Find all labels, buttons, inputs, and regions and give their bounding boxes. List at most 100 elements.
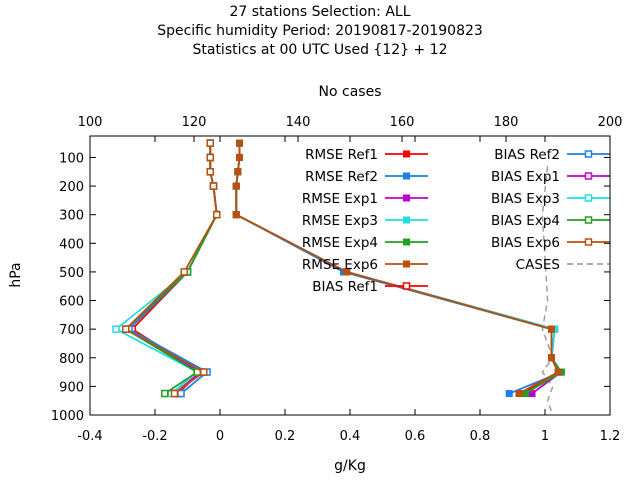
- x-tick-label: 0: [216, 429, 224, 444]
- data-point-bias-exp6: [200, 368, 208, 376]
- legend-item-rmse-exp4: RMSE Exp4: [302, 235, 428, 251]
- series-bias-exp3: [112, 139, 221, 398]
- legend-item-bias-exp6: BIAS Exp6: [491, 235, 610, 251]
- x2-tick-label: 100: [78, 115, 103, 130]
- series-bias-exp6: [122, 139, 221, 398]
- data-point-rmse-exp6: [548, 325, 555, 333]
- y-tick-label: 200: [59, 180, 84, 195]
- legend-label: RMSE Exp6: [302, 257, 378, 273]
- chart-title-line-1: 27 stations Selection: ALL: [229, 4, 410, 20]
- data-point-bias-ref2: [177, 389, 185, 398]
- x2-tick-label: 140: [286, 115, 311, 130]
- series-line-bias-exp4: [124, 143, 218, 395]
- legend-swatch-marker: [584, 216, 593, 224]
- data-point-rmse-exp6: [236, 139, 243, 147]
- data-point-bias-exp6: [213, 210, 221, 219]
- data-point-bias-exp6: [206, 168, 214, 176]
- series-layer: [112, 139, 565, 416]
- data-point-rmse-exp6: [343, 268, 351, 276]
- y-tick-label: 1000: [51, 409, 84, 424]
- legend-label: RMSE Exp4: [302, 235, 378, 251]
- data-point-rmse-exp6: [554, 368, 562, 376]
- legend-label: BIAS Ref1: [312, 279, 378, 295]
- y-tick-label: 500: [59, 266, 84, 281]
- y-tick-label: 900: [59, 380, 84, 395]
- legend-swatch-marker: [403, 238, 410, 246]
- ticks-layer: -0.4 -0.2 0 0.2 0.4 0.6 0.8 1 1.2 100 120 140 160 180…: [51, 115, 623, 444]
- data-point-bias-exp6: [180, 268, 188, 276]
- legend-label: BIAS Ref2: [494, 147, 560, 163]
- x-tick-label: -0.2: [142, 429, 167, 444]
- x2-tick-label: 120: [182, 115, 207, 130]
- chart-title-line-2: Specific humidity Period: 20190817-20190…: [157, 23, 483, 39]
- plot-frame: [89, 135, 611, 416]
- data-point-rmse-exp6: [232, 182, 240, 190]
- x2-tick-label: 180: [494, 115, 519, 130]
- legend-label: CASES: [516, 257, 560, 273]
- legend-item-bias-exp4: BIAS Exp4: [491, 213, 610, 229]
- legend-item-rmse-exp1: RMSE Exp1: [302, 191, 428, 207]
- series-line-rmse-exp6: [235, 143, 560, 395]
- x2-axis-label: No cases: [319, 84, 382, 100]
- legend-item-bias-ref1: BIAS Ref1: [312, 279, 428, 295]
- legend: RMSE Ref1 RMSE Ref2 RMSE Exp1 RMSE Exp3 RMSE…: [302, 147, 610, 295]
- data-point-bias-exp6: [206, 153, 214, 162]
- legend-label: RMSE Ref2: [305, 169, 378, 185]
- data-point-rmse-exp6: [548, 354, 555, 362]
- legend-label: BIAS Exp4: [491, 213, 560, 229]
- legend-swatch-marker: [584, 194, 593, 202]
- y-tick-label: 100: [59, 151, 84, 166]
- x2-tick-label: 200: [598, 115, 623, 130]
- legend-label: BIAS Exp1: [491, 169, 560, 185]
- data-point-bias-exp4: [161, 389, 169, 398]
- y-tick-label: 300: [59, 209, 84, 224]
- legend-item-bias-ref2: BIAS Ref2: [494, 147, 610, 163]
- legend-swatch-marker: [584, 172, 593, 180]
- data-point-bias-exp6: [206, 139, 214, 147]
- x-tick-label: 0.6: [405, 429, 426, 444]
- data-point-rmse-exp6: [236, 153, 243, 161]
- legend-item-rmse-exp6: RMSE Exp6: [302, 257, 428, 273]
- y-tick-label: 800: [59, 352, 84, 367]
- data-point-rmse-exp6: [515, 390, 523, 398]
- legend-label: BIAS Exp3: [491, 191, 560, 207]
- y-tick-label: 400: [59, 237, 84, 252]
- series-rmse-exp6: [232, 139, 562, 398]
- legend-swatch-marker: [584, 150, 593, 158]
- data-point-rmse-ref2: [505, 390, 513, 398]
- legend-swatch-marker: [403, 194, 410, 202]
- data-point-rmse-exp6: [232, 211, 240, 219]
- legend-swatch-marker: [402, 282, 411, 290]
- legend-item-rmse-exp3: RMSE Exp3: [302, 213, 428, 229]
- legend-label: RMSE Ref1: [305, 147, 378, 163]
- x-tick-label: 0.4: [340, 429, 361, 444]
- legend-swatch-marker: [403, 150, 410, 158]
- legend-swatch-marker: [403, 216, 410, 224]
- legend-item-bias-exp1: BIAS Exp1: [491, 169, 610, 185]
- legend-swatch-marker: [403, 172, 410, 180]
- legend-item-cases: CASES: [516, 257, 610, 273]
- data-point-bias-exp6: [170, 389, 179, 398]
- data-point-bias-exp3: [112, 325, 120, 333]
- data-point-bias-exp6: [122, 325, 130, 333]
- legend-item-rmse-ref1: RMSE Ref1: [305, 147, 428, 163]
- x-tick-label: -0.4: [77, 429, 102, 444]
- y-tick-label: 700: [59, 323, 84, 338]
- x-axis-label: g/Kg: [334, 458, 366, 474]
- x2-tick-label: 160: [390, 115, 415, 130]
- legend-item-bias-exp3: BIAS Exp3: [491, 191, 610, 207]
- data-point-bias-exp6: [209, 182, 218, 190]
- x-tick-label: 0.8: [470, 429, 491, 444]
- y-axis-label: hPa: [8, 262, 24, 287]
- x-tick-label: 0.2: [275, 429, 296, 444]
- y-tick-label: 600: [59, 295, 84, 310]
- legend-swatch-marker: [584, 238, 593, 246]
- chart-title-line-3: Statistics at 00 UTC Used {12} + 12: [192, 42, 447, 58]
- x-tick-label: 1: [541, 429, 549, 444]
- series-line-bias-exp3: [114, 143, 218, 395]
- legend-swatch-marker: [403, 260, 410, 268]
- x-tick-label: 1.2: [600, 429, 621, 444]
- legend-item-rmse-ref2: RMSE Ref2: [305, 169, 428, 185]
- legend-label: BIAS Exp6: [491, 235, 560, 251]
